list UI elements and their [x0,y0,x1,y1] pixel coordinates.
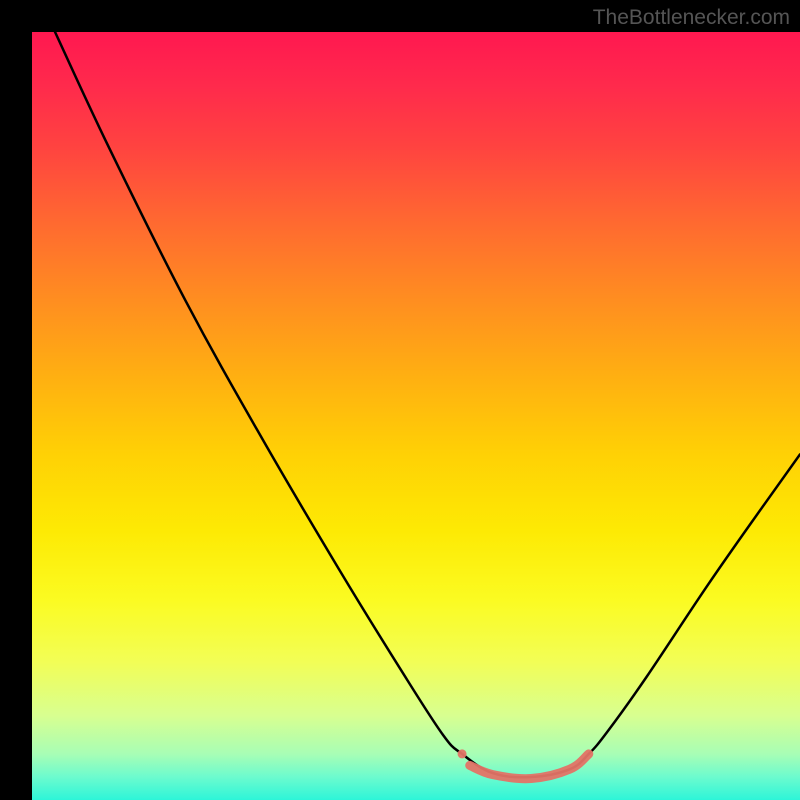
chart-area [32,32,800,800]
watermark-text: TheBottlenecker.com [593,6,790,30]
optimal-point-marker [458,749,467,758]
bottleneck-chart-svg [32,32,800,800]
chart-background [32,32,800,800]
